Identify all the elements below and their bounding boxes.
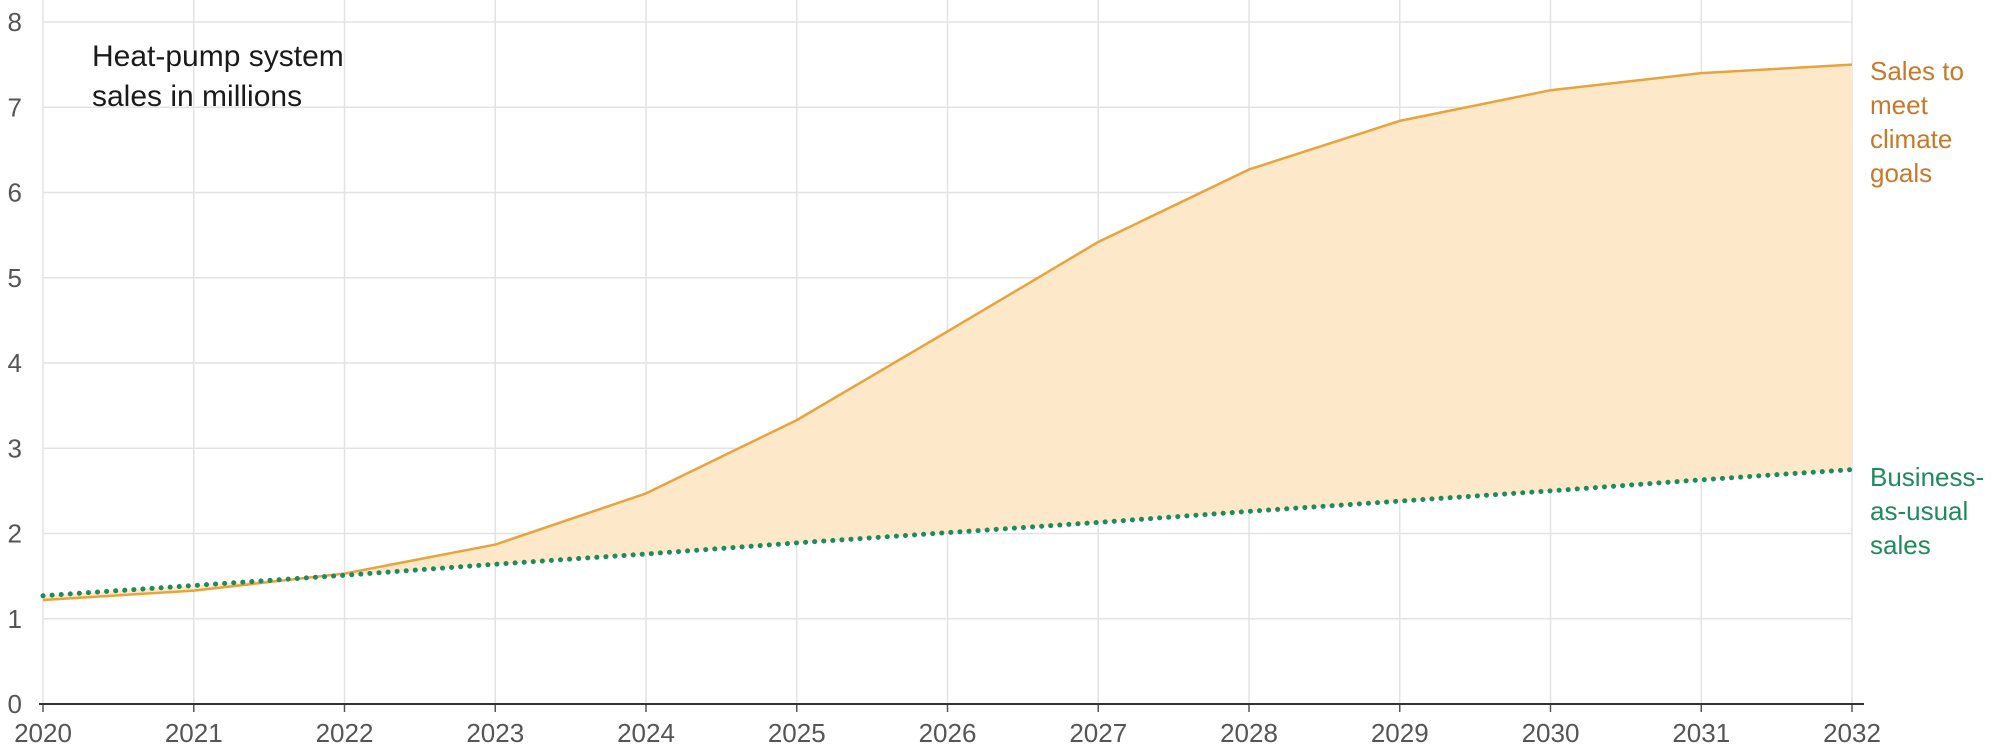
business-point-2025 [794, 540, 800, 546]
x-tick-label-2031: 2031 [1672, 718, 1730, 748]
x-tick-label-2028: 2028 [1220, 718, 1278, 748]
y-tick-label-6: 6 [8, 178, 22, 208]
business-point-2027 [1095, 519, 1101, 525]
chart-title: Heat-pump system sales in millions [92, 40, 344, 113]
climate-point-2025 [794, 417, 800, 423]
y-tick-label-0: 0 [8, 689, 22, 719]
x-tick-label-2030: 2030 [1522, 718, 1580, 748]
x-tick-label-2024: 2024 [617, 718, 675, 748]
axes: 0 1 2 3 4 5 6 7 8 2020 2021 2022 2023 2024 2025 2026 202… [8, 7, 1881, 748]
business-point-2031 [1698, 477, 1704, 483]
climate-point-2031 [1698, 70, 1704, 76]
business-point-2022 [342, 572, 348, 578]
climate-series-label-line: Sales to [1870, 56, 1964, 86]
y-tick-label-7: 7 [8, 92, 22, 122]
x-tick-label-2022: 2022 [316, 718, 374, 748]
x-tick-label-2025: 2025 [768, 718, 826, 748]
x-tick-label-2020: 2020 [14, 718, 72, 748]
climate-series-label-line: climate [1870, 124, 1952, 154]
x-tick-label-2021: 2021 [165, 718, 223, 748]
business-point-2030 [1548, 488, 1554, 494]
x-tick-label-2032: 2032 [1823, 718, 1881, 748]
chart-title-line: Heat-pump system [92, 40, 344, 73]
business-series-label: Business-as-usual sales [1870, 462, 1984, 560]
series-lines [40, 63, 1855, 602]
business-point-2026 [945, 530, 951, 536]
climate-point-2026 [945, 328, 951, 334]
y-tick-label-4: 4 [8, 348, 22, 378]
y-tick-label-3: 3 [8, 433, 22, 463]
business-series-label-line: Business- [1870, 462, 1984, 492]
x-tick-label-2026: 2026 [919, 718, 977, 748]
x-tick-label-2027: 2027 [1069, 718, 1127, 748]
business-series-label-line: as-usual [1870, 496, 1968, 526]
x-tick-label-2023: 2023 [466, 718, 524, 748]
y-tick-label-8: 8 [8, 7, 22, 37]
chart-title-line: sales in millions [92, 80, 302, 113]
climate-point-2032 [1849, 62, 1855, 68]
climate-series-label: Sales to meet climate goals [1870, 56, 1964, 188]
business-point-2032 [1849, 467, 1855, 473]
business-point-2020 [40, 593, 46, 599]
y-tick-label-5: 5 [8, 263, 22, 293]
climate-series-label-line: goals [1870, 158, 1932, 188]
climate-point-2030 [1548, 87, 1554, 93]
business-series-line [40, 467, 1855, 599]
business-point-2024 [643, 551, 649, 557]
climate-series-line [42, 63, 1853, 602]
x-tick-label-2029: 2029 [1371, 718, 1429, 748]
y-tick-label-2: 2 [8, 519, 22, 549]
climate-point-2023 [492, 542, 498, 548]
climate-point-2024 [643, 490, 649, 496]
business-series-label-line: sales [1870, 530, 1931, 560]
climate-series-label-line: meet [1870, 90, 1929, 120]
business-point-2021 [191, 583, 197, 589]
climate-point-2021 [191, 588, 197, 594]
climate-point-2027 [1095, 239, 1101, 245]
climate-point-2029 [1397, 118, 1403, 124]
business-point-2028 [1246, 508, 1252, 514]
business-point-2023 [492, 561, 498, 567]
y-tick-label-1: 1 [8, 604, 22, 634]
business-point-2029 [1397, 498, 1403, 504]
labels: Heat-pump system sales in millions Sales t… [92, 40, 1984, 560]
climate-point-2028 [1246, 166, 1252, 172]
